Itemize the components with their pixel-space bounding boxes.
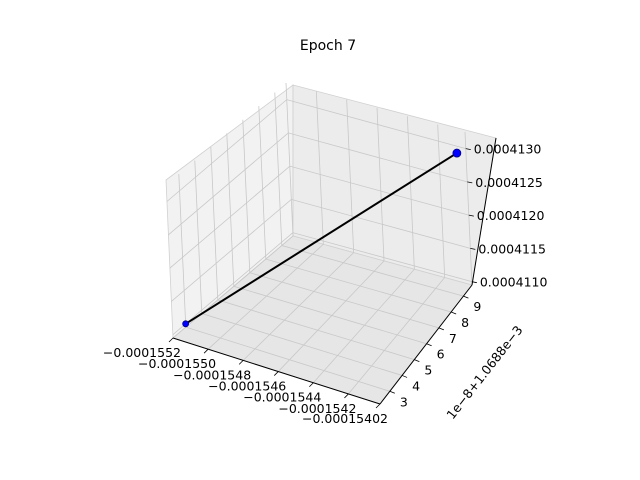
x-tick-label: −0.0001550 xyxy=(138,356,216,371)
z-grid-line xyxy=(168,132,468,236)
x-tick xyxy=(344,393,349,399)
x-tick-label: −0.0001546 xyxy=(208,379,286,394)
data-point xyxy=(182,320,190,328)
data-point xyxy=(452,148,462,158)
z-grid-line xyxy=(169,165,469,269)
y-tick-label: 7 xyxy=(449,331,457,346)
y-tick-label: 4 xyxy=(412,378,420,393)
x-grid-line xyxy=(313,116,415,384)
x-tick-label: −0.0001542 xyxy=(278,401,356,416)
x-grid-line xyxy=(207,91,324,350)
y-tick xyxy=(463,295,469,299)
x-tick-label: −0.00015402 xyxy=(302,411,388,426)
tick-labels: −0.0001552−0.0001550−0.0001548−0.0001546… xyxy=(103,142,548,426)
y-tick-label: 6 xyxy=(437,347,445,362)
z-tick xyxy=(468,214,474,217)
z-grid-line xyxy=(172,232,472,335)
x-tick-label: −0.0001548 xyxy=(173,367,251,382)
y-grid-line xyxy=(210,146,415,360)
y-tick-label: 5 xyxy=(424,363,432,378)
x-grid-line xyxy=(242,99,355,361)
y-tick-label: 9 xyxy=(473,299,481,314)
y-tick xyxy=(426,343,432,347)
z-tick xyxy=(467,181,473,184)
z-grid-line xyxy=(166,99,466,202)
y-tick xyxy=(438,327,445,331)
y-tick xyxy=(389,390,395,394)
z-tick-label: 0.0004110 xyxy=(480,275,548,290)
y-tick xyxy=(401,375,408,378)
z-tick-label: 0.0004125 xyxy=(475,175,543,190)
x-tick xyxy=(309,382,314,388)
z-tick xyxy=(471,281,477,284)
y-grid-line xyxy=(242,119,439,329)
y-grid-line xyxy=(258,106,452,313)
x-tick xyxy=(273,371,279,376)
z-tick-label: 0.0004115 xyxy=(478,241,546,256)
z-tick-label: 0.0004120 xyxy=(477,208,545,223)
series-line xyxy=(185,152,458,325)
y-tick-label: 3 xyxy=(400,394,408,409)
z-tick xyxy=(465,148,471,151)
x-grid-line xyxy=(172,82,294,339)
z-tick xyxy=(470,248,476,250)
y-tick xyxy=(414,359,420,362)
y-grid-line xyxy=(226,133,427,345)
y-grid-line xyxy=(274,92,464,297)
series-layer xyxy=(182,148,462,328)
x-tick-label: −0.0001544 xyxy=(243,390,321,405)
z-grid-line xyxy=(171,198,471,302)
y-axis-line xyxy=(379,284,473,405)
y-tick xyxy=(450,311,457,315)
x-tick xyxy=(375,403,381,409)
x-tick xyxy=(168,337,174,343)
x-grid-line xyxy=(277,107,385,372)
y-tick-label: 8 xyxy=(461,315,469,330)
z-tick-label: 0.0004130 xyxy=(474,142,542,157)
x-tick xyxy=(203,348,209,354)
x-tick-label: −0.0001552 xyxy=(103,345,181,360)
x-axis-line xyxy=(172,337,381,405)
axis-ticks xyxy=(168,148,477,409)
chart-title: Epoch 7 xyxy=(300,38,356,54)
z-axis-line xyxy=(471,137,497,286)
x-tick xyxy=(238,360,244,365)
x-grid-line xyxy=(348,124,446,395)
